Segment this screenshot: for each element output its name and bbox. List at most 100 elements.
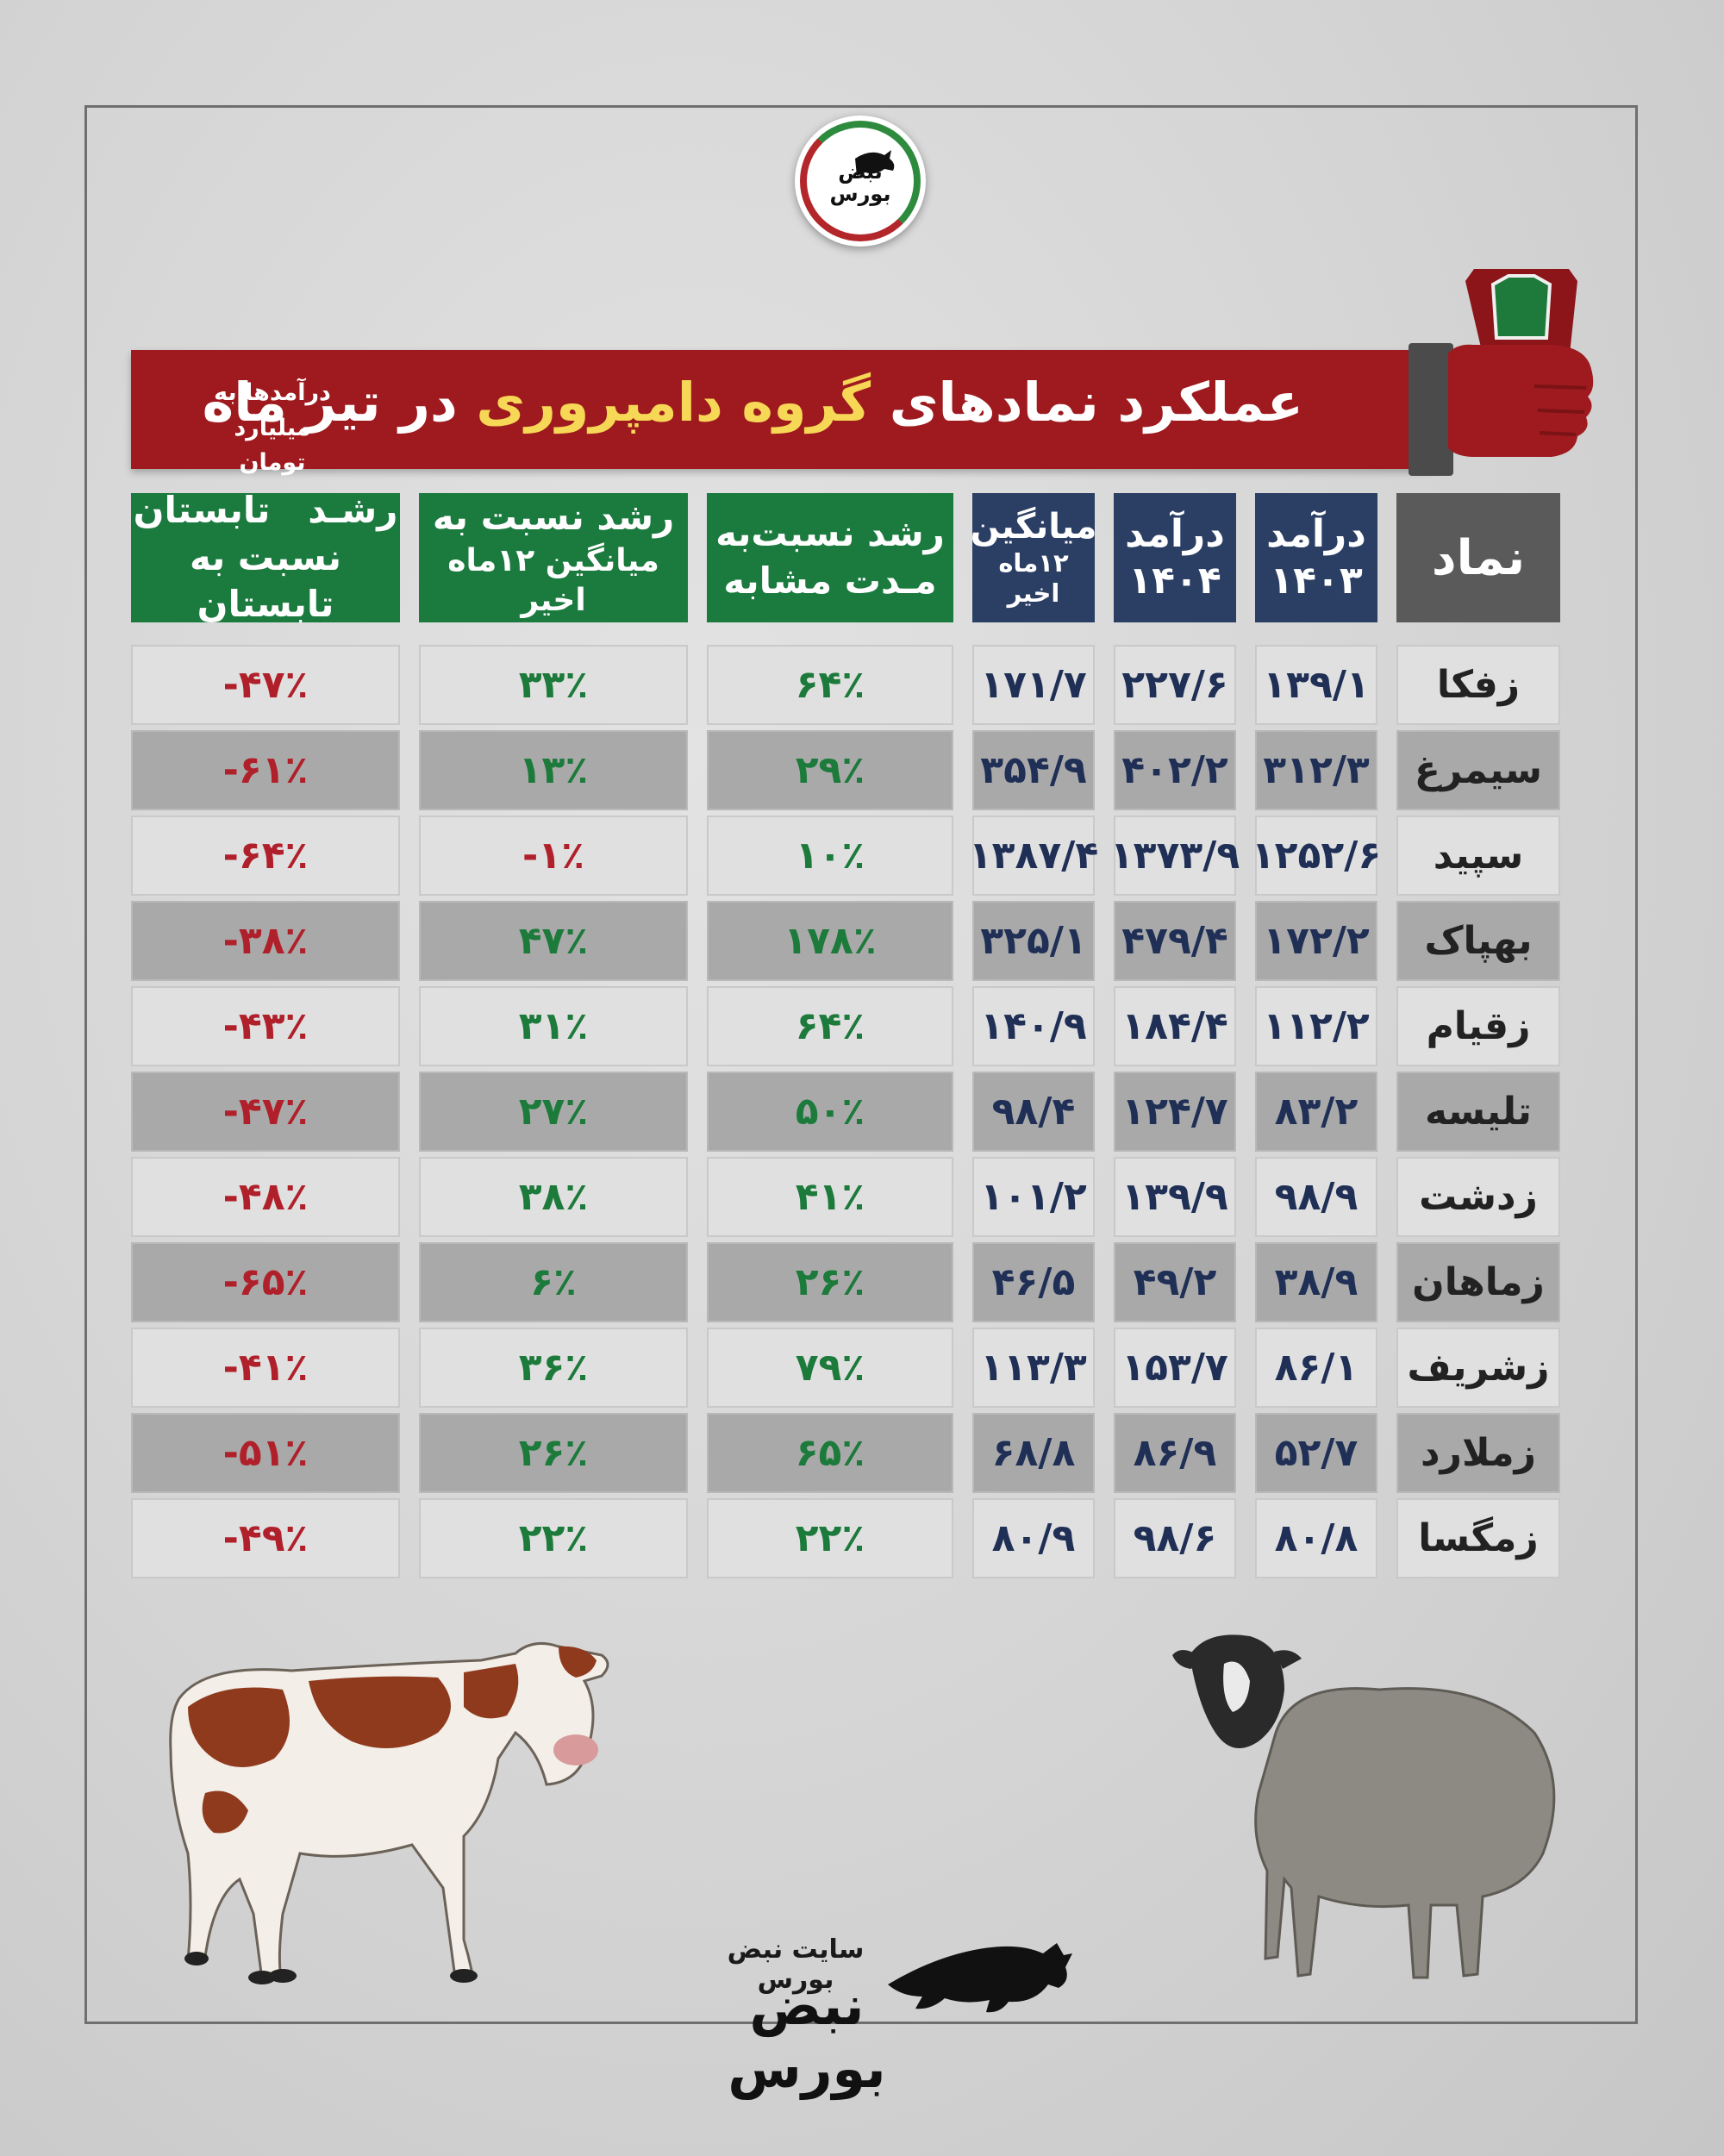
cell-growth-summer: -۶۱٪ [131,730,400,810]
cell-rev1404-value: ۱۳۷۳/۹ [1109,834,1240,878]
cell-growth-same-value: ۲۲٪ [795,1516,865,1560]
cell-growth-avg: ۳۱٪ [419,986,688,1066]
cell-avg12: ۳۲۵/۱ [972,901,1095,981]
cell-symbol-value: زماهان [1412,1260,1545,1304]
cell-growth-same-value: ۶۵٪ [795,1431,865,1475]
cell-rev1403: ۱۷۲/۲ [1255,901,1377,981]
cell-growth-summer-value: -۴۳٪ [222,1004,309,1048]
cell-rev1404: ۱۵۳/۷ [1114,1328,1236,1408]
cell-symbol-value: زفکا [1436,663,1521,707]
cell-growth-avg: ۱۳٪ [419,730,688,810]
cell-symbol-value: زملارد [1421,1431,1536,1475]
cell-rev1404: ۸۶/۹ [1114,1413,1236,1493]
cell-symbol-value: بهپاک [1424,919,1533,963]
cell-growth-same-value: ۵۰٪ [795,1090,865,1134]
cell-rev1404: ۱۲۴/۷ [1114,1072,1236,1152]
cell-symbol-value: زدشت [1419,1175,1538,1219]
header-growth-avg-l2: میانگین ۱۲ماه اخیر [447,542,659,619]
cell-rev1404: ۴۷۹/۴ [1114,901,1236,981]
header-symbol-label: نماد [1431,529,1526,586]
cell-avg12-value: ۶۸/۸ [991,1431,1076,1475]
cell-rev1403-value: ۱۲۵۲/۶ [1251,834,1382,878]
cell-growth-summer-value: -۵۱٪ [222,1431,309,1475]
cell-avg12-value: ۱۳۸۷/۴ [968,834,1099,878]
cell-symbol-value: زشریف [1407,1346,1550,1390]
cell-growth-summer: -۴۳٪ [131,986,400,1066]
header-growth-same-l2: مـدت مشابه [723,559,937,602]
cell-rev1403-value: ۱۷۲/۲ [1263,919,1370,963]
cell-symbol-value: زقیام [1426,1004,1531,1048]
header-growth-summer-l1: رشـد تابستان [133,489,398,532]
cell-rev1403: ۱۳۹/۱ [1255,645,1377,725]
unit-note-line2: میلیارد تومان [234,414,311,477]
header-growth-summer-l2: نسبت به تابستان [190,535,341,626]
cell-symbol-value: زمگسا [1418,1516,1539,1560]
cell-avg12: ۱۰۱/۲ [972,1157,1095,1237]
cell-symbol: سیمرغ [1396,730,1560,810]
cell-growth-avg-value: ۳۱٪ [518,1004,589,1048]
cell-growth-same: ۲۶٪ [707,1242,953,1322]
cell-rev1403-value: ۸۰/۸ [1274,1516,1359,1560]
banner-cuff [1409,343,1453,476]
cell-rev1403: ۳۱۲/۳ [1255,730,1377,810]
cell-symbol: زمگسا [1396,1498,1560,1578]
cell-growth-summer: -۵۱٪ [131,1413,400,1493]
cell-growth-same: ۱۰٪ [707,816,953,896]
cell-rev1403-value: ۸۳/۲ [1274,1090,1359,1134]
cell-avg12: ۱۳۸۷/۴ [968,816,1099,896]
cell-growth-avg: ۳۸٪ [419,1157,688,1237]
cell-rev1404: ۱۳۷۳/۹ [1110,816,1240,896]
sheep-icon [1172,1634,1556,1979]
cell-rev1404-value: ۱۸۴/۴ [1121,1004,1228,1048]
cell-growth-same: ۲۲٪ [707,1498,953,1578]
cell-growth-avg: ۲۶٪ [419,1413,688,1493]
cell-growth-same: ۴۱٪ [707,1157,953,1237]
cell-rev1403: ۸۳/۲ [1255,1072,1377,1152]
cell-growth-avg: ۲۷٪ [419,1072,688,1152]
cell-rev1404: ۴۰۲/۲ [1114,730,1236,810]
cell-growth-avg-value: ۲۲٪ [518,1516,589,1560]
footer-bull-icon [888,1943,1072,2013]
cell-growth-summer-value: -۴۷٪ [222,663,309,707]
header-avg12-l2: ۱۲ماه اخیر [998,548,1069,609]
content-frame [84,105,1638,2024]
cell-avg12: ۶۸/۸ [972,1413,1095,1493]
cell-growth-avg: -۱٪ [419,816,688,896]
cell-growth-summer: -۴۷٪ [131,1072,400,1152]
cell-growth-summer: -۴۹٪ [131,1498,400,1578]
cell-growth-summer-value: -۴۷٪ [222,1090,309,1134]
unit-note: درآمدها به میلیارد تومان [203,376,341,481]
cell-rev1404-value: ۴۷۹/۴ [1121,919,1228,963]
cell-growth-same-value: ۶۴٪ [795,663,865,707]
cell-growth-same-value: ۷۹٪ [795,1346,865,1390]
cell-growth-avg-value: ۳۸٪ [518,1175,589,1219]
cell-rev1403-value: ۹۸/۹ [1274,1175,1359,1219]
page-title: عملکرد نمادهای گروه دامپروری در تیر ماه [203,371,1303,434]
cell-symbol: بهپاک [1396,901,1560,981]
cell-growth-summer-value: -۶۴٪ [222,834,309,878]
cell-growth-avg-value: ۲۷٪ [518,1090,589,1134]
cell-avg12-value: ۴۶/۵ [991,1260,1076,1304]
cell-symbol-value: تلیسه [1425,1090,1532,1134]
cell-rev1404-value: ۸۶/۹ [1133,1431,1217,1475]
cell-rev1403: ۵۲/۷ [1255,1413,1377,1493]
cell-growth-same-value: ۲۶٪ [795,1260,865,1304]
cell-growth-summer-value: -۶۵٪ [222,1260,309,1304]
cell-growth-same-value: ۴۱٪ [795,1175,865,1219]
cell-growth-summer-value: -۴۹٪ [222,1516,309,1560]
cell-rev1403: ۱۱۲/۲ [1255,986,1377,1066]
cell-rev1403: ۳۸/۹ [1255,1242,1377,1322]
cell-rev1404: ۲۲۷/۶ [1114,645,1236,725]
cell-rev1404: ۱۳۹/۹ [1114,1157,1236,1237]
cell-growth-summer-value: -۶۱٪ [222,748,309,792]
cell-symbol: زدشت [1396,1157,1560,1237]
cow-icon [169,1641,609,1984]
cell-growth-same: ۵۰٪ [707,1072,953,1152]
cell-growth-same: ۶۴٪ [707,645,953,725]
cell-growth-avg: ۳۶٪ [419,1328,688,1408]
cell-growth-same-value: ۶۴٪ [795,1004,865,1048]
logo-text: نبض بورس [795,160,926,206]
header-growth-summer: رشـد تابستان نسبت به تابستان [131,489,400,625]
header-rev1403-l2: ۱۴۰۳ [1270,559,1363,603]
cell-symbol: زفکا [1396,645,1560,725]
